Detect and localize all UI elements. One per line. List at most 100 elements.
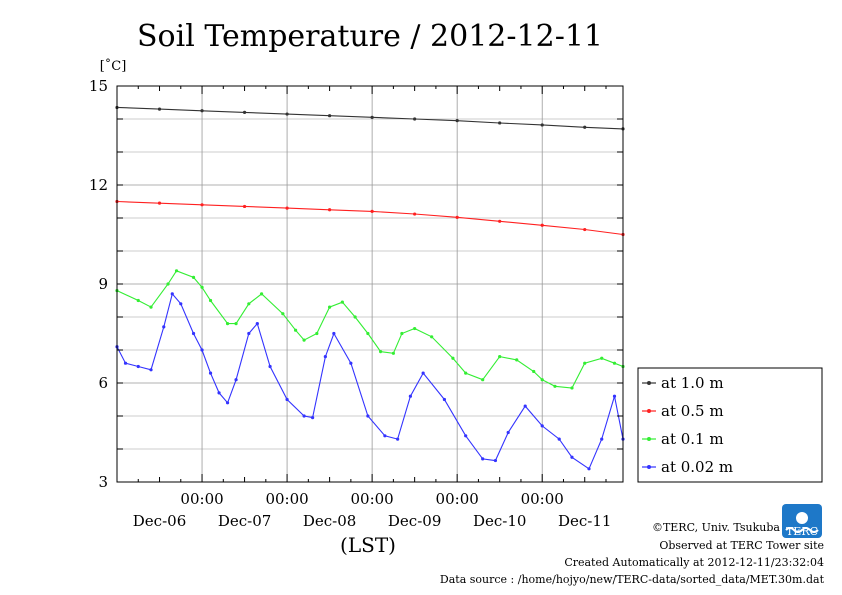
data-point bbox=[310, 416, 315, 420]
data-point bbox=[464, 434, 468, 438]
data-point bbox=[234, 322, 238, 326]
data-point bbox=[455, 215, 459, 219]
series-line bbox=[116, 292, 624, 470]
data-point bbox=[498, 219, 502, 223]
legend-item-label: at 0.02 m bbox=[661, 458, 733, 476]
data-point bbox=[285, 112, 289, 116]
data-point bbox=[191, 275, 196, 279]
x-tick-label-time: 00:00 bbox=[521, 490, 564, 508]
data-point bbox=[285, 397, 289, 402]
data-point bbox=[242, 204, 247, 209]
data-point bbox=[493, 458, 498, 463]
data-point bbox=[200, 203, 204, 207]
y-tick-label: 6 bbox=[98, 374, 108, 392]
plot-axes: 3 6 9 12 15 00:00 00:00 00:00 00:00 00:00 Dec-06 De… bbox=[89, 77, 624, 530]
data-point bbox=[328, 114, 332, 118]
data-point bbox=[413, 117, 417, 121]
data-point bbox=[366, 331, 370, 336]
data-point bbox=[247, 302, 251, 306]
data-point bbox=[612, 394, 617, 398]
footer-copyright: ©TERC, Univ. Tsukuba bbox=[652, 521, 780, 534]
data-point bbox=[157, 201, 162, 205]
data-point bbox=[225, 322, 230, 326]
x-tick-label-date: Dec-06 bbox=[133, 512, 186, 530]
data-point bbox=[268, 364, 272, 369]
data-point bbox=[583, 361, 587, 365]
data-point bbox=[464, 371, 468, 375]
data-point bbox=[247, 331, 251, 336]
data-point bbox=[515, 358, 519, 362]
data-point bbox=[208, 298, 213, 303]
x-tick-label-date: Dec-11 bbox=[558, 512, 611, 530]
data-point bbox=[540, 378, 544, 382]
data-point bbox=[408, 394, 412, 398]
data-point bbox=[498, 121, 502, 125]
data-point bbox=[540, 424, 544, 428]
data-point bbox=[234, 378, 238, 382]
data-point bbox=[481, 457, 485, 461]
x-tick-label-date: Dec-09 bbox=[388, 512, 441, 530]
x-tick-label-date: Dec-08 bbox=[303, 512, 356, 530]
legend-swatch-point bbox=[647, 409, 651, 413]
data-point bbox=[400, 331, 404, 336]
data-point bbox=[396, 437, 400, 441]
data-point bbox=[587, 467, 591, 471]
data-point bbox=[217, 391, 221, 395]
data-point bbox=[383, 434, 387, 438]
logo-text: TERC bbox=[786, 525, 818, 538]
data-point bbox=[379, 350, 383, 354]
series-line bbox=[116, 106, 624, 130]
data-point bbox=[506, 430, 510, 435]
data-point bbox=[200, 348, 204, 352]
plot-frame bbox=[116, 85, 624, 483]
legend-item-label: at 0.1 m bbox=[661, 430, 724, 448]
data-point bbox=[170, 292, 174, 296]
x-axis-label: (LST) bbox=[340, 533, 396, 557]
data-point bbox=[557, 437, 561, 441]
data-point bbox=[391, 351, 395, 355]
data-point bbox=[340, 300, 344, 304]
legend-swatch-point bbox=[647, 465, 651, 469]
data-point bbox=[200, 109, 204, 113]
series-line bbox=[116, 270, 624, 389]
data-point bbox=[328, 208, 332, 212]
data-point bbox=[123, 361, 128, 365]
data-point bbox=[583, 227, 587, 232]
legend-box bbox=[637, 367, 823, 483]
data-point bbox=[285, 206, 289, 210]
data-point bbox=[370, 209, 374, 213]
data-point bbox=[323, 355, 327, 359]
logo-drop-icon bbox=[796, 512, 808, 524]
y-axis-unit-label: [˚C] bbox=[100, 58, 127, 74]
legend-item-label: at 1.0 m bbox=[661, 374, 724, 392]
logo-wave-icon bbox=[785, 527, 819, 533]
data-point bbox=[225, 401, 230, 405]
data-point bbox=[612, 361, 617, 365]
data-point bbox=[281, 312, 285, 316]
data-point bbox=[600, 437, 604, 441]
footer-source: Data source : /home/hojyo/new/TERC-data/… bbox=[440, 573, 825, 586]
data-point bbox=[366, 414, 370, 418]
data-point bbox=[255, 322, 259, 326]
chart-title: Soil Temperature / 2012-12-11 bbox=[137, 19, 603, 54]
legend-swatch-point bbox=[647, 437, 651, 441]
data-point bbox=[149, 368, 153, 372]
x-tick-label-time: 00:00 bbox=[265, 490, 308, 508]
data-point bbox=[302, 414, 306, 418]
plot-series bbox=[115, 105, 625, 471]
data-point bbox=[191, 331, 196, 336]
plot-grid bbox=[116, 86, 623, 482]
y-tick-label: 12 bbox=[89, 176, 108, 194]
data-point bbox=[540, 223, 544, 227]
y-tick-label: 9 bbox=[98, 275, 108, 293]
data-point bbox=[157, 107, 162, 111]
data-point bbox=[455, 119, 459, 123]
data-point bbox=[242, 110, 247, 114]
data-point bbox=[328, 305, 332, 309]
data-point bbox=[570, 386, 574, 390]
data-point bbox=[349, 361, 353, 365]
legend-swatch-point bbox=[647, 381, 651, 385]
data-point bbox=[179, 302, 183, 306]
data-point bbox=[162, 325, 166, 329]
